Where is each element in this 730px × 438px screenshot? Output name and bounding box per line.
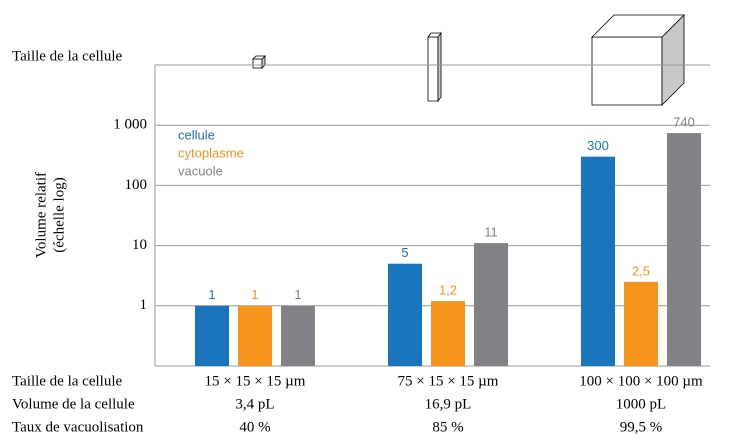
bar [281, 306, 315, 366]
chart: Taille de la cellule Volume relatif (éch… [0, 0, 730, 438]
legend-entry: vacuole [178, 163, 223, 178]
bar [667, 133, 701, 366]
bar [624, 282, 658, 366]
x-tick-label: 75 × 15 × 15 µm [398, 373, 499, 389]
bar [195, 306, 229, 366]
value-label: 11 [484, 225, 498, 240]
legend-entry: cellule [178, 127, 215, 142]
table-row-label: Taux de vacuolisation [12, 419, 144, 435]
y-label: Volume relatif [33, 172, 49, 258]
bar [581, 157, 615, 366]
table-cell: 3,4 pL [235, 396, 274, 412]
y-tick-label: 1 [140, 297, 148, 313]
table-cell: 85 % [432, 419, 463, 435]
value-label: 1 [208, 287, 215, 302]
bar [474, 243, 508, 366]
value-label: 2,5 [632, 263, 650, 278]
x-tick-label: 100 × 100 × 100 µm [579, 373, 703, 389]
value-label: 1 [294, 287, 301, 302]
value-label: 740 [673, 115, 695, 130]
size-row-label: Taille de la cellule [12, 48, 122, 64]
value-label: 1 [251, 287, 258, 302]
bar [388, 264, 422, 366]
bar [238, 306, 272, 366]
y-label: (échelle log) [51, 177, 67, 252]
value-label: 1,2 [439, 282, 457, 297]
legend-entry: cytoplasme [178, 145, 244, 160]
y-tick-label: 1 000 [113, 117, 147, 133]
x-label: Taille de la cellule [12, 373, 122, 389]
value-label: 300 [587, 138, 609, 153]
value-label: 5 [401, 245, 408, 260]
table-row-label: Volume de la cellule [12, 396, 135, 412]
table-cell: 40 % [239, 419, 270, 435]
table-cell: 99,5 % [620, 419, 663, 435]
x-tick-label: 15 × 15 × 15 µm [205, 373, 306, 389]
bar [431, 301, 465, 366]
table-cell: 1000 pL [616, 396, 666, 412]
y-tick-label: 100 [125, 177, 148, 193]
table-cell: 16,9 pL [425, 396, 472, 412]
cell-shapes [253, 15, 684, 105]
y-tick-label: 10 [132, 237, 147, 253]
